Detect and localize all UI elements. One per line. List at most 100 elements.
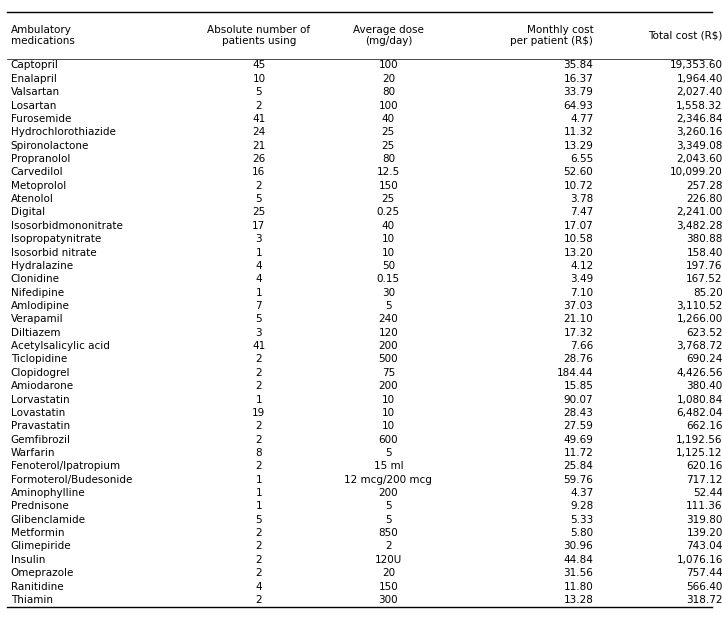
Text: 11.32: 11.32 [563,128,593,137]
Text: 1,964.40: 1,964.40 [677,74,722,84]
Text: 75: 75 [382,368,395,378]
Text: Glibenclamide: Glibenclamide [11,515,86,525]
Text: 44.84: 44.84 [563,555,593,565]
Text: Monthly cost
per patient (R$): Monthly cost per patient (R$) [510,25,593,46]
Text: 13.29: 13.29 [563,141,593,150]
Text: 52.44: 52.44 [693,488,722,498]
Text: 9.28: 9.28 [570,501,593,511]
Text: 33.79: 33.79 [563,87,593,97]
Text: Furosemide: Furosemide [11,114,71,124]
Text: 3.78: 3.78 [570,194,593,204]
Text: 4.37: 4.37 [570,488,593,498]
Text: 2: 2 [256,368,262,378]
Text: 5.33: 5.33 [570,515,593,525]
Text: 8: 8 [256,448,262,458]
Text: 20: 20 [382,74,395,84]
Text: 5: 5 [385,448,391,458]
Text: 226.80: 226.80 [687,194,722,204]
Text: 31.56: 31.56 [563,568,593,578]
Text: Metoprolol: Metoprolol [11,181,66,191]
Text: 2: 2 [256,595,262,605]
Text: 50: 50 [382,261,395,271]
Text: 28.43: 28.43 [563,408,593,418]
Text: 2: 2 [256,461,262,471]
Text: 10: 10 [382,408,395,418]
Text: Pravastatin: Pravastatin [11,422,70,431]
Text: 2,241.00: 2,241.00 [677,207,722,217]
Text: 3,349.08: 3,349.08 [677,141,722,150]
Text: 5: 5 [256,194,262,204]
Text: 1: 1 [256,501,262,511]
Text: Ambulatory
medications: Ambulatory medications [11,25,74,46]
Text: 1,080.84: 1,080.84 [677,394,722,405]
Text: 12.5: 12.5 [377,167,400,178]
Text: 26: 26 [252,154,266,164]
Text: Atenolol: Atenolol [11,194,53,204]
Text: 24: 24 [252,128,266,137]
Text: Nifedipine: Nifedipine [11,288,64,298]
Text: 30: 30 [382,288,395,298]
Text: Clonidine: Clonidine [11,274,60,284]
Text: 12 mcg/200 mcg: 12 mcg/200 mcg [344,475,432,485]
Text: Verapamil: Verapamil [11,314,64,324]
Text: 743.04: 743.04 [687,542,722,552]
Text: 3,260.16: 3,260.16 [677,128,722,137]
Text: 3,482.28: 3,482.28 [677,221,722,231]
Text: 111.36: 111.36 [687,501,722,511]
Text: 2,027.40: 2,027.40 [677,87,722,97]
Text: 2,043.60: 2,043.60 [677,154,722,164]
Text: 0.15: 0.15 [377,274,400,284]
Text: 184.44: 184.44 [557,368,593,378]
Text: 6.55: 6.55 [570,154,593,164]
Text: 10: 10 [382,422,395,431]
Text: Fenoterol/Ipatropium: Fenoterol/Ipatropium [11,461,120,471]
Text: 25: 25 [382,128,395,137]
Text: Metformin: Metformin [11,528,64,538]
Text: 566.40: 566.40 [687,582,722,592]
Text: 5: 5 [385,501,391,511]
Text: Amlodipine: Amlodipine [11,301,69,311]
Text: Aminophylline: Aminophylline [11,488,85,498]
Text: 11.72: 11.72 [563,448,593,458]
Text: 10: 10 [382,248,395,258]
Text: 1: 1 [256,488,262,498]
Text: Hydrochlorothiazide: Hydrochlorothiazide [11,128,116,137]
Text: Diltiazem: Diltiazem [11,327,61,338]
Text: 620.16: 620.16 [687,461,722,471]
Text: Spironolactone: Spironolactone [11,141,89,150]
Text: 257.28: 257.28 [687,181,722,191]
Text: 120U: 120U [375,555,402,565]
Text: 40: 40 [382,221,395,231]
Text: 25: 25 [382,141,395,150]
Text: 3,110.52: 3,110.52 [677,301,722,311]
Text: 717.12: 717.12 [687,475,722,485]
Text: 21: 21 [252,141,266,150]
Text: Lorvastatin: Lorvastatin [11,394,69,405]
Text: 197.76: 197.76 [687,261,722,271]
Text: 5.80: 5.80 [570,528,593,538]
Text: 319.80: 319.80 [687,515,722,525]
Text: 167.52: 167.52 [687,274,722,284]
Text: 5: 5 [256,515,262,525]
Text: 13.28: 13.28 [563,595,593,605]
Text: Warfarin: Warfarin [11,448,56,458]
Text: 13.20: 13.20 [564,248,593,258]
Text: Lovastatin: Lovastatin [11,408,65,418]
Text: 10: 10 [253,74,266,84]
Text: Omeprazole: Omeprazole [11,568,74,578]
Text: 19: 19 [252,408,266,418]
Text: Acetylsalicylic acid: Acetylsalicylic acid [11,341,110,351]
Text: Isopropatynitrate: Isopropatynitrate [11,234,101,244]
Text: 2: 2 [256,355,262,365]
Text: 15.85: 15.85 [563,381,593,391]
Text: 4.12: 4.12 [570,261,593,271]
Text: 2,346.84: 2,346.84 [677,114,722,124]
Text: Losartan: Losartan [11,100,56,111]
Text: 240: 240 [378,314,399,324]
Text: 5: 5 [385,301,391,311]
Text: 5: 5 [256,314,262,324]
Text: 37.03: 37.03 [564,301,593,311]
Text: 7.47: 7.47 [570,207,593,217]
Text: 1: 1 [256,394,262,405]
Text: 2: 2 [256,542,262,552]
